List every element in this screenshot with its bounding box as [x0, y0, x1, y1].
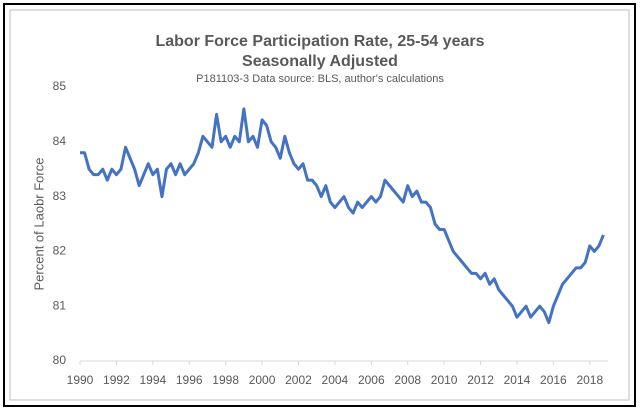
y-tick-label: 85	[53, 79, 67, 93]
x-tick-label: 2012	[467, 373, 494, 387]
y-tick-label: 84	[53, 134, 67, 148]
chart-note: P181103-3 Data source: BLS, author's cal…	[196, 73, 444, 85]
y-tick-label: 83	[53, 189, 67, 203]
x-tick-label: 2002	[285, 373, 312, 387]
x-tick-label: 2018	[576, 373, 603, 387]
y-axis-label: Percent of Laobr Force	[31, 158, 46, 291]
x-tick-label: 2016	[540, 373, 567, 387]
chart-subtitle: Seasonally Adjusted	[242, 53, 398, 70]
x-tick-label: 2004	[322, 373, 349, 387]
x-tick-label: 1992	[103, 373, 130, 387]
x-tick-label: 2006	[358, 373, 385, 387]
inner-frame	[9, 9, 630, 401]
x-tick-label: 1990	[67, 373, 94, 387]
x-tick-label: 2010	[431, 373, 458, 387]
frame	[3, 3, 636, 407]
x-tick-label: 2014	[504, 373, 531, 387]
x-tick-label: 1996	[176, 373, 203, 387]
x-tick-label: 2000	[249, 373, 276, 387]
y-tick-label: 81	[53, 298, 67, 312]
x-tick-label: 1998	[212, 373, 239, 387]
x-tick-label: 2008	[394, 373, 421, 387]
y-tick-label: 82	[53, 244, 67, 258]
data-line	[80, 107, 605, 325]
y-tick-label: 80	[53, 353, 67, 367]
chart-title: Labor Force Participation Rate, 25-54 ye…	[155, 33, 484, 50]
x-tick-label: 1994	[139, 373, 166, 387]
